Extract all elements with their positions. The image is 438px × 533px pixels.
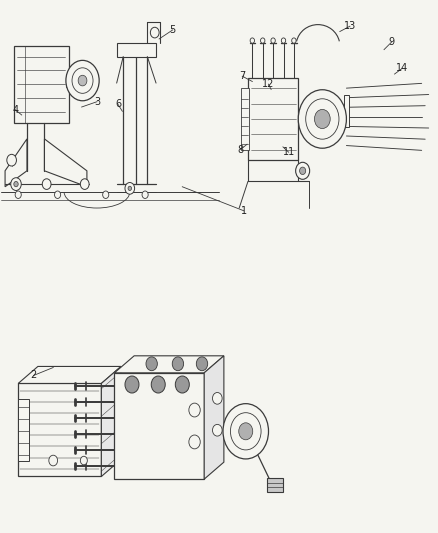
Circle shape — [270, 38, 275, 43]
Bar — [247, 78, 297, 160]
Circle shape — [125, 376, 139, 393]
Bar — [18, 383, 101, 477]
Circle shape — [49, 455, 57, 466]
Circle shape — [223, 403, 268, 459]
Polygon shape — [101, 367, 121, 477]
Polygon shape — [18, 367, 121, 383]
Circle shape — [230, 413, 261, 450]
Text: 9: 9 — [388, 37, 394, 47]
Text: 8: 8 — [237, 144, 243, 155]
Circle shape — [305, 99, 338, 139]
Circle shape — [172, 357, 183, 370]
Text: 14: 14 — [396, 63, 408, 73]
Circle shape — [299, 167, 305, 174]
Circle shape — [125, 182, 134, 194]
Circle shape — [78, 75, 87, 86]
Bar — [241, 88, 249, 150]
Circle shape — [54, 191, 60, 198]
Circle shape — [188, 403, 200, 417]
Circle shape — [212, 424, 222, 436]
Circle shape — [14, 181, 18, 187]
Circle shape — [212, 392, 222, 404]
Text: 4: 4 — [12, 104, 18, 115]
Circle shape — [250, 38, 254, 43]
Polygon shape — [5, 139, 27, 187]
Bar — [14, 46, 68, 123]
Bar — [266, 478, 283, 492]
Bar — [343, 95, 348, 127]
Text: 7: 7 — [239, 71, 245, 81]
Circle shape — [281, 38, 285, 43]
Circle shape — [314, 109, 329, 128]
Circle shape — [297, 90, 346, 148]
Circle shape — [80, 179, 89, 189]
Circle shape — [66, 60, 99, 101]
Circle shape — [15, 191, 21, 198]
Polygon shape — [44, 139, 87, 187]
Bar — [18, 399, 29, 461]
Circle shape — [102, 191, 109, 198]
Circle shape — [146, 357, 157, 370]
Circle shape — [42, 179, 51, 189]
Text: 6: 6 — [115, 99, 121, 109]
Text: 13: 13 — [343, 21, 355, 31]
Text: 3: 3 — [94, 96, 100, 107]
Text: 11: 11 — [282, 147, 294, 157]
Bar — [114, 373, 204, 479]
Circle shape — [188, 435, 200, 449]
Circle shape — [72, 68, 93, 93]
Circle shape — [260, 38, 264, 43]
Circle shape — [175, 376, 189, 393]
Circle shape — [80, 456, 87, 465]
Circle shape — [295, 163, 309, 179]
Bar — [117, 43, 155, 56]
Circle shape — [11, 177, 21, 190]
Text: 1: 1 — [240, 206, 246, 216]
Circle shape — [142, 191, 148, 198]
Circle shape — [150, 27, 159, 38]
Circle shape — [238, 423, 252, 440]
Circle shape — [7, 155, 16, 166]
Circle shape — [151, 376, 165, 393]
Text: 12: 12 — [262, 79, 274, 89]
Circle shape — [196, 357, 207, 370]
Text: 2: 2 — [30, 370, 36, 381]
Text: 5: 5 — [169, 25, 175, 35]
Polygon shape — [204, 356, 223, 479]
Circle shape — [128, 186, 131, 190]
Circle shape — [291, 38, 295, 43]
Polygon shape — [114, 356, 223, 373]
